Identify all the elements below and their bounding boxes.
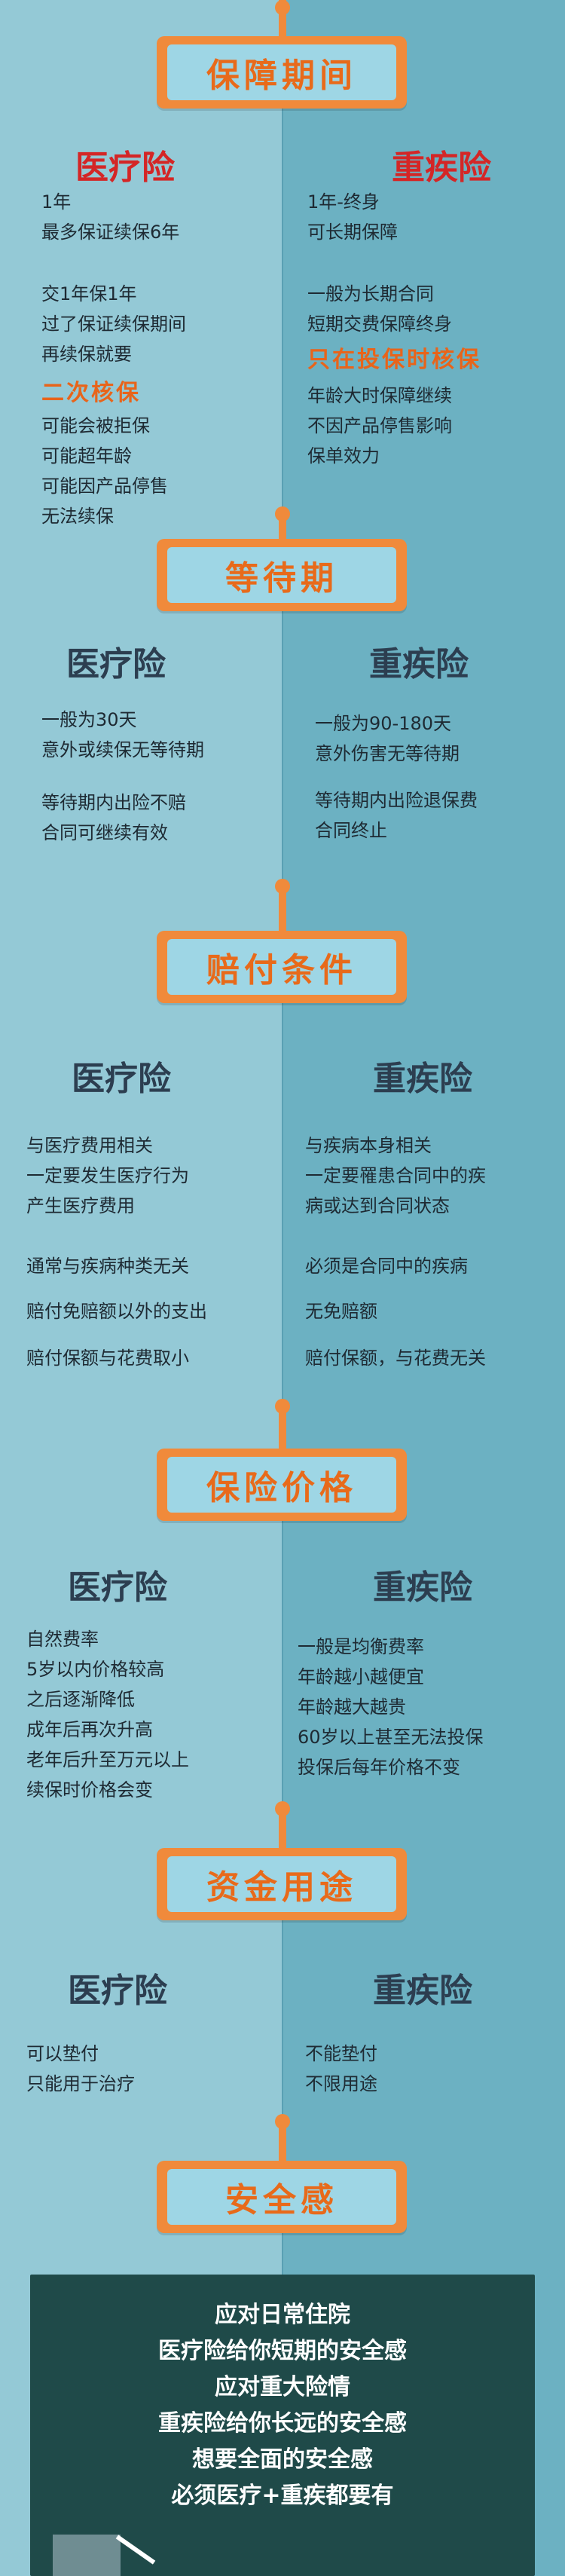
medical-pricing: 自然费率 5岁以内价格较高 之后逐渐降低 成年后再次升高 老年后升至万元以上 续… bbox=[26, 1629, 189, 1800]
medical-waiting-claim: 等待期内出险不赔 合同可继续有效 bbox=[41, 792, 186, 843]
critical-waiting-days: 一般为90-180天 意外伤害无等待期 bbox=[315, 713, 460, 764]
medical-renewal-note: 交1年保1年 过了保证续保期间 再续保就要 bbox=[41, 283, 186, 365]
medical-waiting-days: 一般为30天 意外或续保无等待期 bbox=[41, 709, 204, 760]
banner-stem bbox=[279, 509, 286, 543]
medical-disease-type: 通常与疾病种类无关 bbox=[26, 1256, 189, 1277]
medical-fund-usage: 可以垫付 只能用于治疗 bbox=[26, 2043, 135, 2094]
critical-emphasis-underwriting: 只在投保时核保 bbox=[307, 347, 481, 373]
critical-claim-basis: 与疾病本身相关 一定要罹患合同中的疾 病或达到合同状态 bbox=[305, 1135, 486, 1216]
critical-benefits: 年龄大时保障继续 不因产品停售影响 保单效力 bbox=[307, 385, 452, 467]
banner-inner: 安全感 bbox=[167, 2169, 396, 2225]
banner-stem bbox=[279, 2118, 286, 2163]
eraser-icon bbox=[53, 2535, 121, 2576]
banner-knob bbox=[275, 879, 290, 894]
section-banner-sense-of-security: 安全感 bbox=[157, 2161, 407, 2233]
section-title: 资金用途 bbox=[206, 1868, 357, 1907]
section-title: 保险价格 bbox=[206, 1469, 357, 1507]
banner-inner: 保险价格 bbox=[167, 1457, 396, 1513]
column-title-medical: 医疗险 bbox=[75, 148, 175, 187]
banner-stem bbox=[279, 1402, 286, 1451]
banner-knob bbox=[275, 506, 290, 522]
chalkboard-summary: 应对日常住院 医疗险给你短期的安全感 应对重大险情 重疾险给你长远的安全感 想要… bbox=[158, 2302, 407, 2509]
section-banner-claim-conditions: 赔付条件 bbox=[157, 931, 407, 1003]
section-banner-fund-usage: 资金用途 bbox=[157, 1848, 407, 1920]
center-divider bbox=[282, 0, 283, 2275]
critical-payout-rule: 赔付保额，与花费无关 bbox=[305, 1348, 486, 1369]
critical-coverage-term: 1年-终身 可长期保障 bbox=[307, 191, 398, 243]
medical-emphasis-reunderwriting: 二次核保 bbox=[41, 380, 141, 406]
column-title-critical-illness: 重疾险 bbox=[373, 1060, 472, 1098]
column-title-critical-illness: 重疾险 bbox=[373, 1972, 472, 2010]
banner-knob bbox=[275, 1801, 290, 1816]
medical-coverage-term: 1年 最多保证续保6年 bbox=[41, 191, 180, 243]
banner-stem bbox=[279, 882, 286, 933]
medical-deductible: 赔付免赔额以外的支出 bbox=[26, 1301, 207, 1322]
banner-stem bbox=[279, 0, 286, 39]
section-banner-insurance-price: 保险价格 bbox=[157, 1449, 407, 1521]
section-banner-coverage-period: 保障期间 bbox=[157, 36, 407, 109]
banner-stem bbox=[279, 1805, 286, 1850]
column-title-medical: 医疗险 bbox=[72, 1060, 171, 1098]
banner-inner: 赔付条件 bbox=[167, 939, 396, 995]
critical-deductible: 无免赔额 bbox=[305, 1301, 377, 1322]
medical-payout-rule: 赔付保额与花费取小 bbox=[26, 1348, 189, 1369]
medical-claim-basis: 与医疗费用相关 一定要发生医疗行为 产生医疗费用 bbox=[26, 1135, 189, 1216]
banner-inner: 保障期间 bbox=[167, 44, 396, 100]
banner-knob bbox=[275, 0, 290, 15]
critical-fund-usage: 不能垫付 不限用途 bbox=[305, 2043, 377, 2094]
critical-disease-type: 必须是合同中的疾病 bbox=[305, 1256, 468, 1277]
critical-waiting-claim: 等待期内出险退保费 合同终止 bbox=[315, 790, 478, 841]
column-title-critical-illness: 重疾险 bbox=[373, 1568, 472, 1607]
banner-inner: 等待期 bbox=[167, 547, 396, 603]
banner-knob bbox=[275, 2114, 290, 2129]
section-title: 安全感 bbox=[225, 2181, 338, 2220]
medical-risks: 可能会被拒保 可能超年龄 可能因产品停售 无法续保 bbox=[41, 415, 168, 527]
critical-contract-note: 一般为长期合同 短期交费保障终身 bbox=[307, 283, 452, 335]
section-banner-waiting-period: 等待期 bbox=[157, 539, 407, 611]
chalkboard: 应对日常住院 医疗险给你短期的安全感 应对重大险情 重疾险给你长远的安全感 想要… bbox=[30, 2275, 535, 2576]
section-title: 等待期 bbox=[225, 559, 338, 598]
column-title-medical: 医疗险 bbox=[68, 1568, 167, 1607]
section-title: 保障期间 bbox=[206, 57, 357, 95]
section-title: 赔付条件 bbox=[206, 951, 357, 990]
critical-pricing: 一般是均衡费率 年龄越小越便宜 年龄越大越贵 60岁以上甚至无法投保 投保后每年… bbox=[298, 1636, 484, 1778]
banner-knob bbox=[275, 1399, 290, 1414]
column-title-medical: 医疗险 bbox=[68, 1972, 167, 2010]
banner-inner: 资金用途 bbox=[167, 1856, 396, 1912]
column-title-medical: 医疗险 bbox=[66, 645, 166, 684]
column-title-critical-illness: 重疾险 bbox=[369, 645, 469, 684]
column-title-critical-illness: 重疾险 bbox=[392, 148, 491, 187]
